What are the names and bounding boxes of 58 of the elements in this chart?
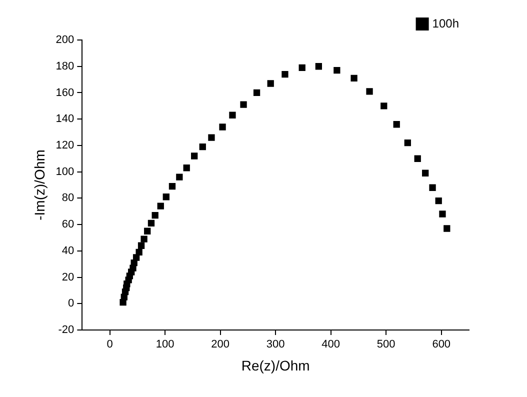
y-tick-label: 140 (56, 113, 74, 126)
point (315, 63, 322, 70)
point (191, 152, 198, 160)
point (404, 139, 411, 146)
point (282, 70, 288, 78)
point (334, 66, 340, 74)
x-tick-label: 500 (376, 338, 396, 351)
point (240, 101, 247, 108)
y-axis-title: -Im(z)/Ohm (31, 150, 48, 220)
y-tick-label: 200 (56, 34, 74, 46)
point (162, 194, 170, 200)
y-tick-label: 120 (56, 139, 74, 152)
y-tick-label: 40 (62, 244, 74, 257)
y-tick-label: 180 (56, 60, 74, 72)
point (429, 184, 436, 191)
point (229, 112, 236, 118)
point (422, 170, 429, 176)
point (444, 225, 450, 232)
point (168, 182, 176, 190)
point (157, 202, 164, 210)
point (298, 64, 306, 72)
y-tick-label: 60 (62, 218, 74, 231)
point (138, 242, 145, 249)
point (136, 248, 142, 256)
point (366, 88, 373, 95)
point (140, 236, 148, 242)
point (253, 89, 260, 96)
point (183, 164, 190, 172)
y-tick-label: 20 (62, 271, 74, 284)
x-tick-label: 600 (432, 338, 451, 351)
x-tick-label: 300 (266, 338, 285, 351)
y-tick-label: 100 (56, 166, 74, 178)
point (414, 155, 421, 162)
point (152, 212, 158, 219)
y-tick-label: 0 (68, 298, 74, 310)
point (380, 102, 388, 110)
point (130, 264, 136, 272)
point (439, 210, 446, 218)
point (199, 143, 206, 150)
point (144, 228, 151, 234)
point (435, 197, 442, 204)
x-tick-label: 400 (322, 338, 340, 351)
point (132, 254, 140, 261)
y-tick-label: -20 (58, 324, 74, 336)
point (148, 220, 155, 227)
x-tick-label: 200 (211, 338, 230, 351)
legend-label: 100h (432, 16, 460, 30)
x-axis-title: Re(z)/Ohm (241, 357, 310, 374)
x-tick-label: 0 (106, 338, 113, 351)
point (208, 134, 215, 141)
x-tick-label: 100 (156, 338, 174, 351)
point (393, 121, 400, 128)
y-tick-label: 80 (62, 192, 74, 204)
point (176, 174, 183, 180)
point (219, 124, 226, 130)
y-tick-label: 160 (56, 86, 74, 99)
point (350, 74, 358, 82)
point (267, 80, 274, 87)
